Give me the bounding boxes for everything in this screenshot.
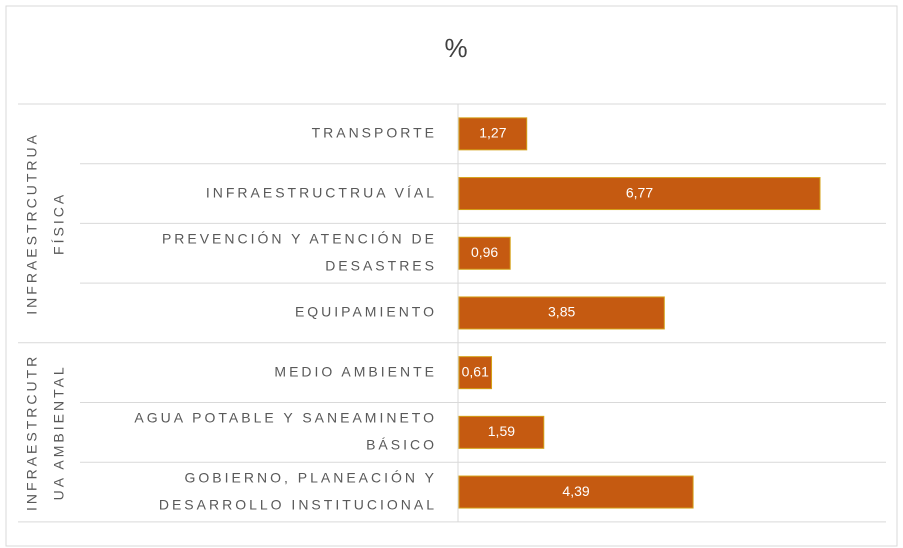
- chart-frame: [5, 5, 898, 547]
- bar: [458, 236, 511, 270]
- category-label: BÁSICO: [366, 437, 437, 453]
- value-label: 6,77: [626, 184, 653, 200]
- chart-title: %: [444, 33, 467, 63]
- group-label: FÍSICA: [51, 192, 67, 255]
- category-label: DESASTRES: [325, 257, 437, 273]
- bar: [458, 117, 528, 151]
- bar: [458, 296, 665, 330]
- group-label: INFRAESTRCUTRUA: [24, 132, 40, 315]
- value-label: 0,96: [471, 244, 498, 260]
- bar: [458, 415, 545, 449]
- group-label: INFRAESTRCUTR: [24, 354, 40, 511]
- category-label: INFRAESTRUCTRUA VÍAL: [206, 184, 437, 200]
- category-label: AGUA POTABLE Y SANEAMINETO: [134, 410, 437, 426]
- value-label: 1,59: [488, 423, 515, 439]
- bar: [458, 356, 493, 390]
- category-label: DESARROLLO INSTITUCIONAL: [159, 496, 437, 512]
- value-label: 3,85: [548, 304, 575, 320]
- category-label: TRANSPORTE: [312, 125, 437, 141]
- bar: [458, 177, 821, 211]
- group-label: UA AMBIENTAL: [51, 364, 67, 500]
- category-label: GOBIERNO, PLANEACIÓN Y: [185, 469, 437, 485]
- value-label: 0,61: [462, 363, 489, 379]
- category-label: MEDIO AMBIENTE: [274, 363, 437, 379]
- category-label: EQUIPAMIENTO: [295, 304, 437, 320]
- value-label: 4,39: [562, 483, 589, 499]
- value-label: 1,27: [479, 125, 506, 141]
- category-label: PREVENCIÓN Y ATENCIÓN DE: [162, 230, 437, 246]
- bar: [458, 475, 694, 509]
